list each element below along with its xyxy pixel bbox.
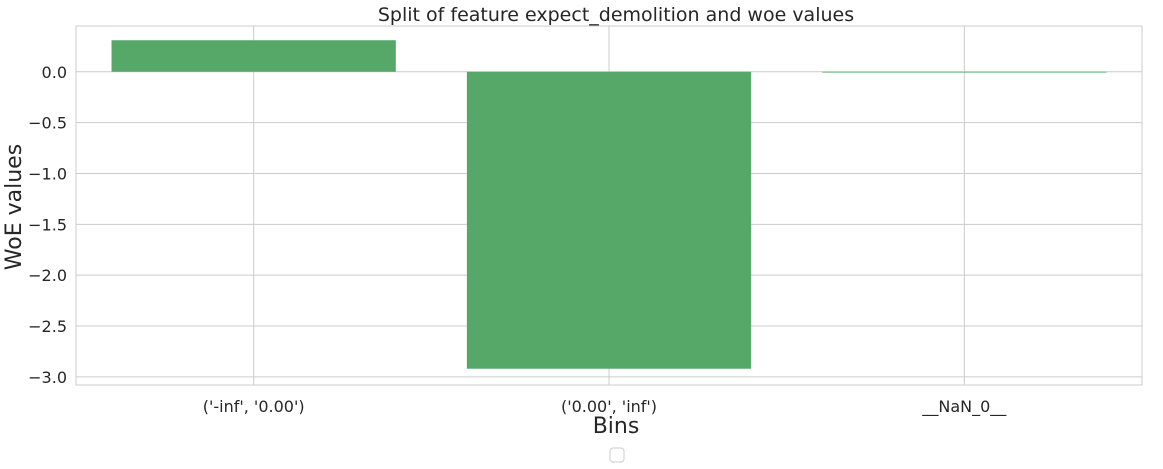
x-axis-title: Bins: [593, 414, 640, 439]
y-tick-label: −0.5: [28, 114, 67, 133]
legend-box: [609, 447, 625, 463]
y-tick-label: −2.0: [28, 266, 67, 285]
chart-title: Split of feature expect_demolition and w…: [378, 4, 854, 26]
x-tick-label: __NaN_0__: [921, 397, 1007, 417]
x-tick-label: ('0.00', 'inf'): [561, 397, 657, 416]
x-tick-labels: ('-inf', '0.00') ('0.00', 'inf') __NaN_0__: [203, 397, 1008, 417]
y-tick-label: −2.5: [28, 317, 67, 336]
bar: [822, 71, 1107, 73]
y-tick-label: −1.5: [28, 215, 67, 234]
plot-frame: [75, 25, 1143, 386]
y-axis-title: WoE values: [2, 144, 27, 270]
y-tick-label: −1.0: [28, 164, 67, 183]
x-tick-label: ('-inf', '0.00'): [203, 397, 305, 416]
y-tick-labels: 0.0 −0.5 −1.0 −1.5 −2.0 −2.5 −3.0: [28, 63, 67, 387]
bar: [111, 40, 396, 72]
y-tick-label: −3.0: [28, 368, 67, 387]
legend: [609, 447, 625, 463]
bars-layer: [111, 40, 1107, 369]
y-tick-label: 0.0: [42, 63, 67, 82]
bar: [466, 71, 752, 369]
